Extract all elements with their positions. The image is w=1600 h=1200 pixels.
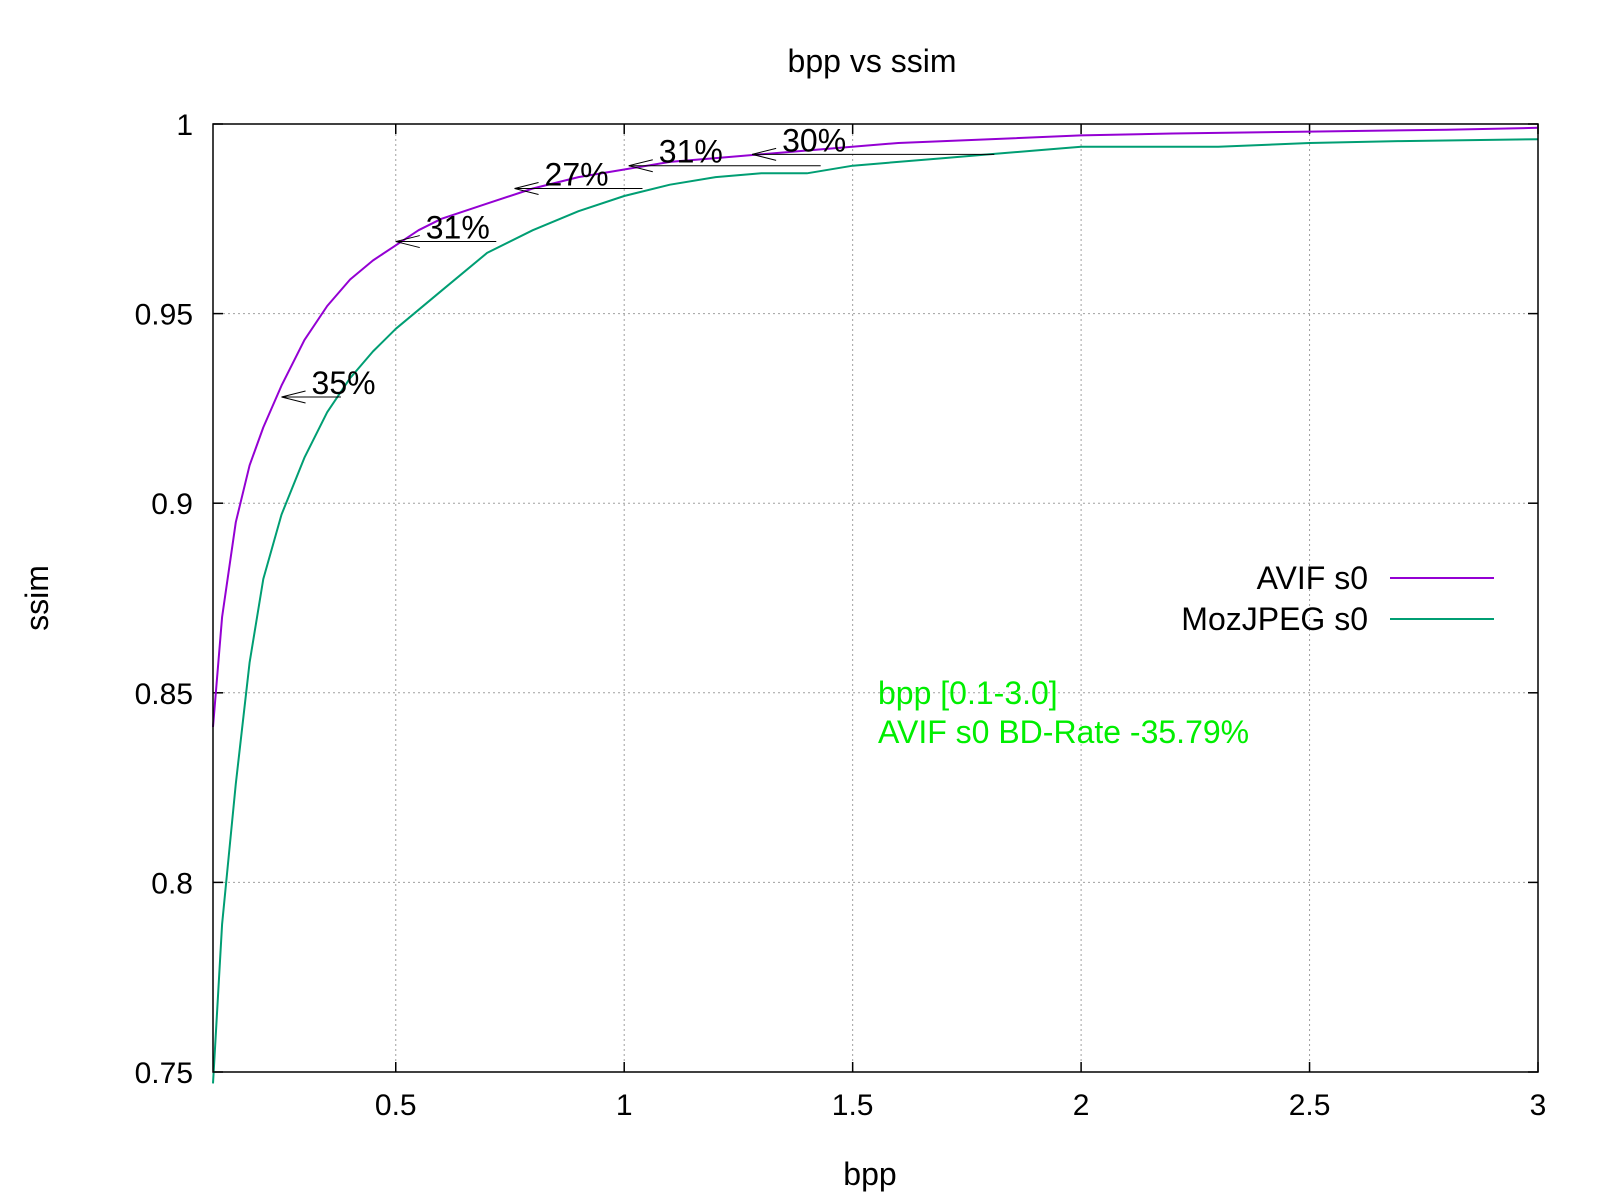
bd-rate-note: bpp [0.1-3.0] AVIF s0 BD-Rate -35.79% (878, 675, 1249, 750)
chart-title: bpp vs ssim (788, 43, 957, 79)
annotation-label: 31% (659, 134, 723, 170)
annotation-arrowhead (395, 235, 420, 249)
annotation-label: 35% (312, 365, 376, 401)
note-bdrate: AVIF s0 BD-Rate -35.79% (878, 714, 1249, 750)
annotation-arrowhead (514, 181, 539, 195)
annotations: 35% 31% 27% 31% 30% (281, 122, 995, 404)
y-tick-label: 0.95 (135, 299, 193, 332)
y-tick-label: 0.8 (151, 867, 193, 900)
annotation-label: 30% (782, 122, 846, 158)
series-lines (212, 126, 1539, 1084)
y-axis-label: ssim (19, 565, 55, 631)
x-tick-label: 2 (1073, 1089, 1090, 1122)
x-axis-label: bpp (843, 1156, 896, 1192)
plot-frame (212, 123, 1539, 1073)
annotation-label: 31% (426, 210, 490, 246)
y-tick-label: 0.75 (135, 1057, 193, 1090)
series-line-0 (212, 126, 1539, 727)
annotation-arrowhead (628, 159, 653, 173)
gridlines (213, 123, 1539, 1073)
x-tick-label: 1.5 (832, 1089, 874, 1122)
y-ticks: 0.75 0.8 0.85 0.9 0.95 1 (135, 109, 1538, 1090)
y-tick-label: 0.9 (151, 488, 193, 521)
y-tick-label: 1 (176, 109, 193, 142)
y-tick-label: 0.85 (135, 678, 193, 711)
annotation-arrowhead (752, 147, 777, 161)
annotation-label: 27% (545, 156, 609, 192)
note-range: bpp [0.1-3.0] (878, 675, 1058, 711)
legend: AVIF s0 MozJPEG s0 (1181, 560, 1494, 637)
x-tick-label: 3 (1530, 1089, 1547, 1122)
legend-label-avif: AVIF s0 (1257, 560, 1368, 596)
legend-label-mozjpeg: MozJPEG s0 (1181, 601, 1368, 637)
annotation-arrowhead (281, 390, 306, 404)
x-ticks: 0.5 1 1.5 2 2.5 3 (375, 124, 1546, 1122)
x-tick-label: 1 (616, 1089, 633, 1122)
x-tick-label: 2.5 (1289, 1089, 1331, 1122)
x-tick-label: 0.5 (375, 1089, 417, 1122)
series-line-1 (212, 138, 1539, 1084)
